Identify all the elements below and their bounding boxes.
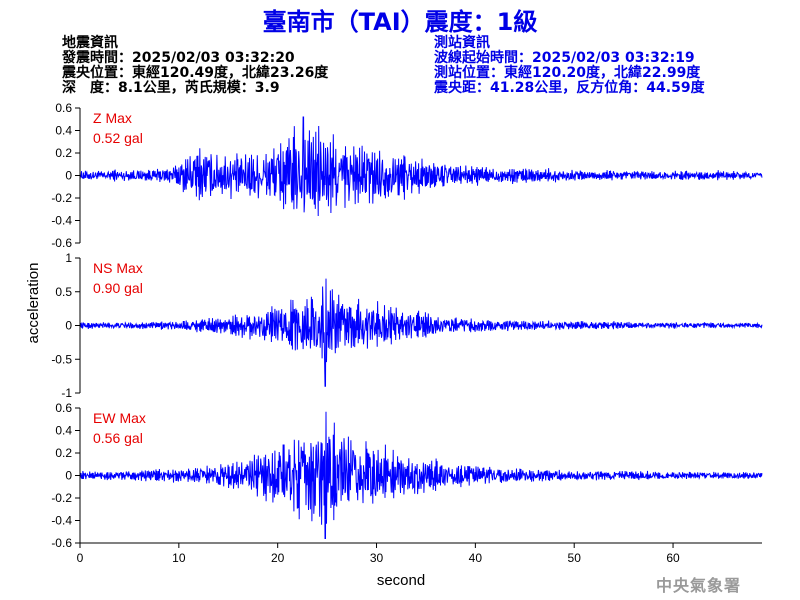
x-tick-label: 30: [370, 551, 384, 565]
depth-magnitude: 深 度：8.1公里，芮氏規模：3.9: [62, 80, 280, 96]
quake-info-heading: 地震資訊: [62, 35, 118, 51]
x-tick-label: 60: [666, 551, 680, 565]
max-label-z: Z Max: [93, 110, 132, 126]
y-tick-label-ew: 0.6: [55, 401, 72, 415]
max-value-ns: 0.90 gal: [93, 280, 143, 296]
y-tick-label-z: -0.4: [51, 214, 72, 228]
station-info-heading: 測站資訊: [434, 35, 490, 51]
y-tick-label-ns: 0: [65, 319, 72, 333]
wave-start-time: 波線起始時間：2025/02/03 03:32:19: [434, 50, 695, 66]
y-tick-label-ew: -0.6: [51, 536, 72, 550]
x-tick-label: 50: [568, 551, 582, 565]
y-tick-label-ew: 0.4: [55, 424, 72, 438]
y-tick-label-ns: -1: [61, 386, 72, 400]
y-tick-label-z: 0: [65, 169, 72, 183]
max-label-ew: EW Max: [93, 410, 146, 426]
page-title: 臺南市（TAI）震度：1級: [262, 8, 538, 36]
y-tick-label-ew: 0.2: [55, 446, 72, 460]
y-tick-label-z: 0.4: [55, 124, 72, 138]
agency-logo-text: 中央氣象署: [656, 576, 742, 595]
trace-z: [79, 116, 763, 217]
y-tick-label-ns: 0.5: [55, 285, 72, 299]
y-tick-label-z: 0.2: [55, 146, 72, 160]
origin-time: 發震時間：2025/02/03 03:32:20: [62, 50, 295, 66]
epicenter-location: 震央位置：東經120.49度，北緯23.26度: [62, 65, 329, 81]
max-value-z: 0.52 gal: [93, 130, 143, 146]
y-tick-label-ew: 0: [65, 469, 72, 483]
max-label-ns: NS Max: [93, 260, 143, 276]
station-info: 測站資訊 波線起始時間：2025/02/03 03:32:19 測站位置：東經1…: [434, 36, 705, 96]
x-tick-label: 40: [469, 551, 483, 565]
y-axis-label: acceleration: [25, 263, 42, 344]
x-axis-label: second: [377, 572, 425, 589]
distance-azimuth: 震央距：41.28公里，反方位角：44.59度: [434, 80, 705, 96]
y-tick-label-ew: -0.4: [51, 514, 72, 528]
trace-ew: [79, 411, 763, 539]
x-tick-label: 10: [172, 551, 186, 565]
y-tick-label-ns: -0.5: [51, 352, 72, 366]
x-tick-label: 0: [77, 551, 84, 565]
x-tick-label: 20: [271, 551, 285, 565]
station-location: 測站位置：東經120.20度，北緯22.99度: [434, 65, 701, 81]
earthquake-info: 地震資訊 發震時間：2025/02/03 03:32:20 震央位置：東經120…: [62, 36, 328, 96]
y-tick-label-z: -0.6: [51, 236, 72, 250]
trace-ns: [79, 278, 763, 387]
y-tick-label-ns: 1: [65, 251, 72, 265]
y-tick-label-z: -0.2: [51, 191, 72, 205]
y-tick-label-ew: -0.2: [51, 491, 72, 505]
max-value-ew: 0.56 gal: [93, 430, 143, 446]
y-tick-label-z: 0.6: [55, 101, 72, 115]
